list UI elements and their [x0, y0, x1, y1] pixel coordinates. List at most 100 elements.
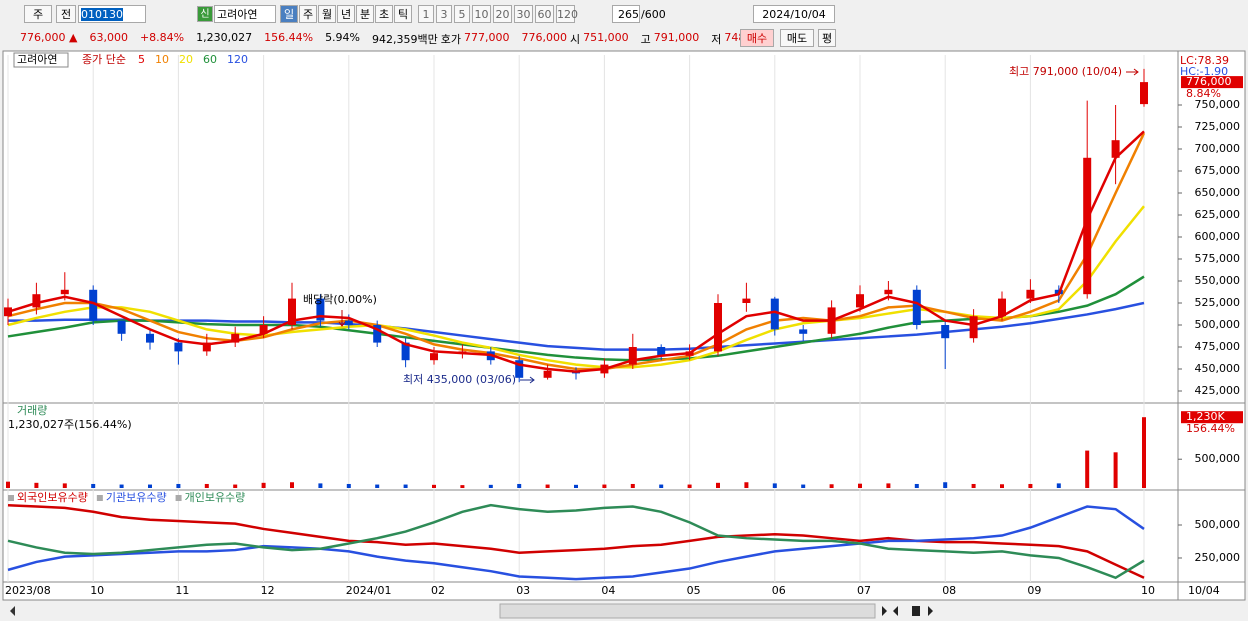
period-button[interactable]: 일 — [280, 5, 298, 23]
candle-body — [146, 333, 154, 343]
period-button[interactable]: 주 — [299, 5, 317, 23]
info-item: 1,230,027 — [196, 31, 253, 44]
info-item: 5.94% — [325, 31, 361, 44]
candle-body — [32, 294, 41, 308]
lc-label: LC:78.39 — [1180, 54, 1229, 67]
y-tick-label: 500,000 — [1195, 318, 1241, 331]
info-item: 저 — [711, 33, 722, 46]
volume-bar — [659, 484, 664, 488]
y-tick-label: 650,000 — [1195, 186, 1241, 199]
volume-bar — [91, 483, 96, 488]
candle-body — [1026, 289, 1035, 299]
interval-button[interactable]: 60 — [535, 5, 554, 23]
y-tick-label: 600,000 — [1195, 230, 1241, 243]
candle-body — [401, 342, 410, 361]
interval-button[interactable]: 30 — [514, 5, 533, 23]
x-tick-label: 07 — [857, 584, 871, 597]
period-button[interactable]: 틱 — [394, 5, 412, 23]
interval-button[interactable]: 120 — [556, 5, 578, 23]
volume-bar — [318, 483, 323, 488]
volume-bar — [545, 484, 550, 488]
candle-body — [770, 298, 779, 330]
volume-bar — [233, 484, 238, 488]
y-tick-label: 700,000 — [1195, 142, 1241, 155]
volume-bar — [346, 483, 351, 488]
info-item: +8.84% — [139, 31, 185, 44]
date-input[interactable]: 2024/10/04 — [753, 5, 835, 23]
scroll-left[interactable] — [10, 606, 15, 616]
interval-button[interactable]: 3 — [436, 5, 452, 23]
toolbar: 주 전 010130 신 고려아연 일 주 월 년 분 초 틱 1 3 5 10 20 30 60 120 265/60… — [0, 0, 1248, 28]
volume-bar — [914, 483, 919, 488]
candle-body — [884, 289, 893, 295]
volume-bar — [460, 485, 465, 488]
new-badge: 신 — [197, 6, 213, 22]
info-item: 751,000 — [583, 31, 629, 44]
prev-button[interactable]: 전 — [56, 5, 76, 23]
volume-bar — [1000, 484, 1004, 488]
volume-bar — [6, 481, 10, 488]
x-tick-label: 10 — [90, 584, 104, 597]
trade-button[interactable]: 평 — [818, 29, 836, 47]
candle-body — [316, 298, 325, 321]
legend-swatch — [96, 495, 103, 501]
candle-body — [373, 324, 382, 343]
last-flag — [1181, 411, 1243, 424]
count-input[interactable]: 265 — [612, 5, 640, 23]
line-series — [8, 301, 1145, 351]
interval-button[interactable]: 20 — [493, 5, 512, 23]
stock-name[interactable]: 고려아연 — [214, 5, 276, 23]
trade-button[interactable]: 매도 — [780, 29, 814, 47]
period-button[interactable]: 초 — [375, 5, 393, 23]
x-tick-label: 04 — [601, 584, 615, 597]
period-button[interactable]: 년 — [337, 5, 355, 23]
volume-bar — [1028, 483, 1033, 488]
interval-button[interactable]: 10 — [472, 5, 491, 23]
info-item: 776,000 ▲ — [20, 31, 78, 44]
candle-body — [430, 353, 438, 361]
high-annotation: 최고 791,000 (10/04) — [1009, 65, 1122, 78]
code-input[interactable]: 010130 — [78, 5, 146, 23]
y-tick-label: 575,000 — [1195, 252, 1241, 265]
volume-bar — [148, 484, 152, 488]
volume-bar — [858, 483, 862, 488]
volume-bar — [687, 484, 692, 488]
interval-button[interactable]: 1 — [418, 5, 434, 23]
info-item: 791,000 — [653, 31, 700, 44]
candle-body — [259, 324, 268, 334]
interval-button[interactable]: 5 — [454, 5, 470, 23]
scroll-thumb[interactable] — [499, 603, 876, 619]
x-tick-label: 2024/01 — [346, 584, 392, 597]
low-annotation: 최저 435,000 (03/06) — [403, 373, 516, 386]
market-select[interactable]: 주 — [24, 5, 52, 23]
volume-bar — [630, 483, 635, 488]
period-button[interactable]: 월 — [318, 5, 336, 23]
volume-bar — [1085, 450, 1090, 488]
volume-bar — [716, 482, 720, 488]
trade-button[interactable]: 매수 — [740, 29, 774, 47]
y-tick-label: 425,000 — [1195, 384, 1241, 397]
y-tick-label: 250,000 — [1195, 551, 1241, 564]
volume-bar — [34, 482, 39, 488]
line-series — [7, 503, 1145, 580]
volume-bar — [801, 484, 806, 488]
volume-bar — [574, 484, 578, 488]
chart-frame — [2, 50, 1246, 601]
line-series — [7, 275, 1145, 362]
period-button[interactable]: 분 — [356, 5, 374, 23]
info-item: 고 — [640, 33, 651, 46]
legend-entry: 개인보유수량 — [185, 491, 246, 504]
volume-bar — [1142, 417, 1146, 488]
candle-body — [742, 298, 751, 303]
info-bar: 776,000 ▲ 63,000 +8.84% 1,230,027 156.44% 5.9… — [0, 28, 1248, 48]
y-tick-label: 450,000 — [1195, 362, 1241, 375]
legend-entry: 60 — [203, 53, 217, 66]
candle-body — [628, 346, 637, 365]
x-tick-label: 10 — [1141, 584, 1155, 597]
volume-bar — [488, 484, 493, 488]
candle-body — [60, 289, 69, 295]
panel-subtitle: 1,230,027주(156.44%) — [8, 418, 132, 431]
legend-entry: 5 — [138, 53, 145, 66]
candle-body — [202, 342, 211, 352]
volume-bar — [432, 484, 436, 488]
